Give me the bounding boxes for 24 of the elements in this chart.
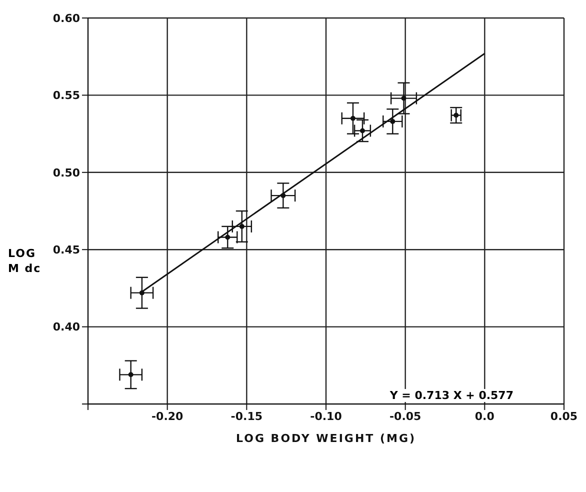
point <box>454 112 459 118</box>
y-tick-label: 0.60 <box>52 12 80 25</box>
x-axis-title: LOG BODY WEIGHT (MG) <box>236 432 416 445</box>
annotation: Y = 0.713 X + 0.577 <box>388 389 516 402</box>
x-tick-label: 0.05 <box>550 410 578 423</box>
point <box>139 290 144 296</box>
y-tick-label: 0.45 <box>52 244 80 257</box>
y-tick-label: 0.55 <box>52 89 80 102</box>
point <box>128 372 134 378</box>
y-tick-label: 0.40 <box>52 320 80 334</box>
point <box>280 193 286 198</box>
x-tick-label: -0.05 <box>389 410 422 423</box>
x-tick-label: -0.10 <box>310 410 342 423</box>
x-tick-label: -0.15 <box>230 410 263 423</box>
point <box>225 234 230 240</box>
y-axis-title: LOG M dc <box>8 246 42 276</box>
point <box>350 116 356 121</box>
point <box>390 118 396 124</box>
y-tick-label: 0.50 <box>52 166 80 180</box>
x-tick-label: -0.20 <box>151 410 184 423</box>
point <box>360 128 365 134</box>
point <box>401 96 406 101</box>
point <box>239 224 244 229</box>
x-tick-label: 0.0 <box>474 410 495 423</box>
